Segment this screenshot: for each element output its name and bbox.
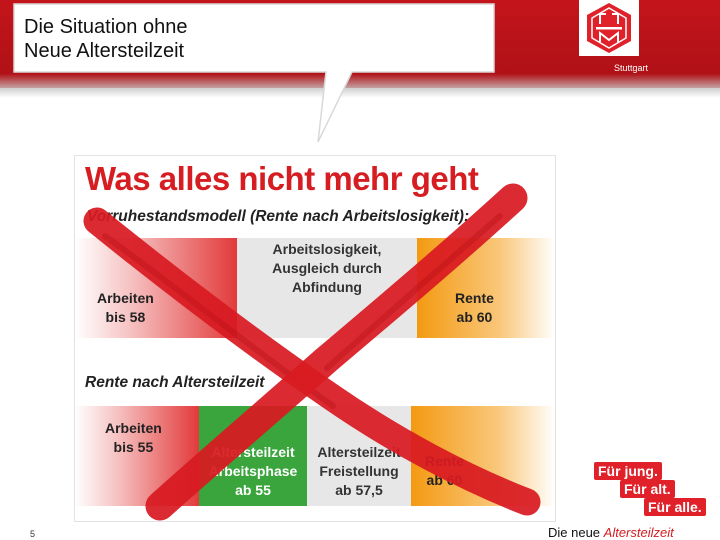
footer-text: Die neue Altersteilzeit	[548, 525, 674, 540]
slogan: Für jung. Für alt. Für alle.	[594, 460, 718, 520]
cell-arbeitsphase: Altersteilzeit Arbeitsphase ab 55	[199, 406, 307, 506]
igm-logo-icon	[579, 0, 639, 56]
cell-rente-ab-60-a: Rente ab 60	[417, 238, 555, 338]
slogan-line-jung: Für jung.	[594, 462, 662, 480]
cell-rente-ab-60-b: Rente ab 60	[411, 406, 555, 506]
cell-arbeitslosigkeit: Arbeitslosigkeit, Ausgleich durch Abfind…	[237, 238, 417, 338]
title-callout	[13, 3, 495, 143]
region-label: Stuttgart	[614, 63, 649, 73]
slogan-line-alle: Für alle.	[644, 498, 706, 516]
slogan-line-alt: Für alt.	[620, 480, 675, 498]
cell-arbeiten-bis-55: Arbeiten bis 55	[75, 406, 199, 506]
cell-freistellung: Altersteilzeit Freistellung ab 57,5	[307, 406, 411, 506]
page-number: 5	[30, 529, 36, 539]
infographic: Was alles nicht mehr geht Vorruhestandsm…	[74, 155, 556, 522]
slide-title: Die Situation ohne Neue Altersteilzeit	[24, 16, 188, 62]
footer-plain: Die neue	[548, 525, 604, 540]
infographic-title: Was alles nicht mehr geht	[85, 160, 479, 197]
footer-highlight: Altersteilzeit	[603, 525, 674, 540]
section-label-vorruhestand: Vorruhestandsmodell (Rente nach Arbeitsl…	[87, 208, 470, 225]
cell-arbeiten-bis-58: Arbeiten bis 58	[75, 238, 237, 338]
header-shadow	[0, 88, 720, 98]
section-label-altersteilzeit: Rente nach Altersteilzeit	[85, 374, 265, 391]
